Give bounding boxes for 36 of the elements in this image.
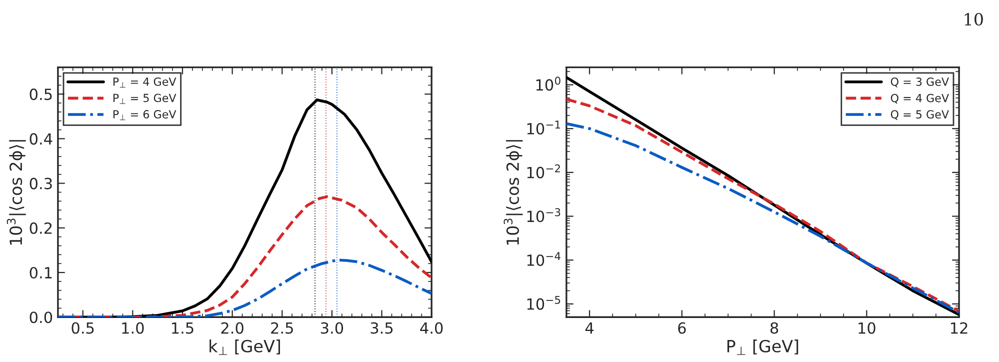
legend-label: P$_{⊥}$ = 6 GeV xyxy=(113,110,176,120)
y-tick-label: 10$^{−4}$ xyxy=(527,252,560,266)
y-axis-title: 10$^{3}$|⟨cos 2ϕ⟩| xyxy=(6,140,26,245)
x-tick-label: 2.0 xyxy=(221,322,244,334)
x-tick-label: 2.5 xyxy=(271,322,293,334)
x-tick-label: 3.5 xyxy=(370,322,393,334)
x-tick-label: 6 xyxy=(678,322,686,334)
y-tick-label: 0.3 xyxy=(30,178,52,190)
legend-label: Q = 4 GeV xyxy=(890,94,949,104)
x-tick-label: 1.5 xyxy=(172,322,194,334)
legend-label: Q = 3 GeV xyxy=(890,78,949,88)
text: 10 xyxy=(964,12,983,26)
x-tick-label: 3.0 xyxy=(320,322,344,334)
y-tick-label: 10$^{−3}$ xyxy=(527,208,560,222)
y-tick-label: 10$^{−1}$ xyxy=(527,120,560,135)
y-tick-label: 0.0 xyxy=(30,312,52,324)
legend-label: P$_{⊥}$ = 5 GeV xyxy=(113,94,176,104)
x-axis-title: k$_{⊥}$ [GeV] xyxy=(210,340,280,355)
y-tick-label: 0.1 xyxy=(30,266,52,279)
x-tick-label: 1.0 xyxy=(122,322,144,334)
y-tick-label: 10$^{−2}$ xyxy=(527,164,560,178)
x-tick-label: 8 xyxy=(770,322,778,334)
x-tick-label: 10 xyxy=(858,322,876,334)
y-tick-label: 0.4 xyxy=(30,133,52,145)
y-axis-title: 10$^{3}$|⟨cos 2ϕ⟩| xyxy=(504,140,523,245)
x-tick-label: 4 xyxy=(585,322,594,334)
x-tick-label: 0.5 xyxy=(72,322,94,334)
y-tick-label: 10$^{−5}$ xyxy=(527,296,560,310)
x-axis-title: P$_{⊥}$ [GeV] xyxy=(727,340,798,355)
y-tick-label: 0.2 xyxy=(30,222,52,234)
legend-label: Q = 5 GeV xyxy=(890,110,949,120)
y-tick-label: 10$^{0}$ xyxy=(536,76,560,91)
x-tick-label: 12 xyxy=(951,322,968,334)
x-tick-label: 4.0 xyxy=(420,322,443,334)
y-tick-label: 0.5 xyxy=(30,88,52,100)
legend-label: P$_{⊥}$ = 4 GeV xyxy=(113,77,176,88)
